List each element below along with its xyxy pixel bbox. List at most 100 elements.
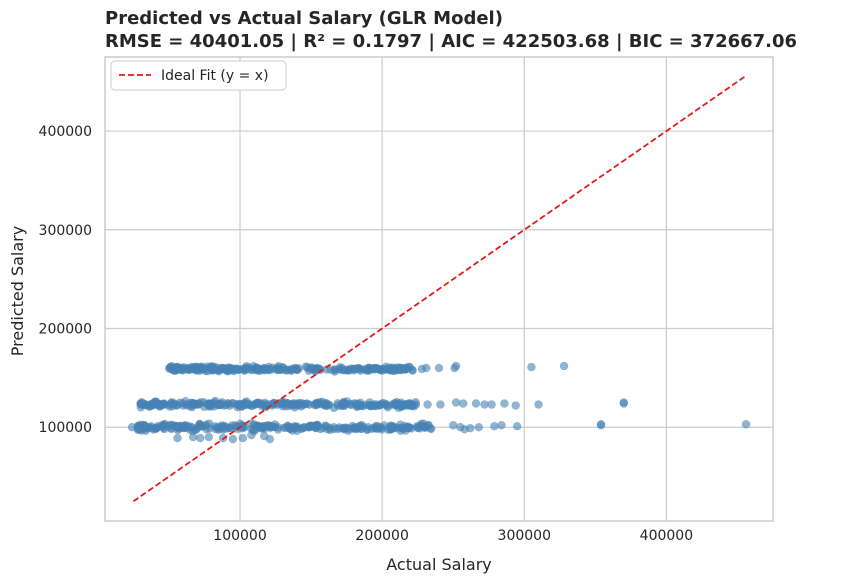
- data-point: [292, 365, 302, 375]
- data-point: [176, 363, 185, 373]
- data-point: [181, 396, 190, 406]
- data-point: [421, 363, 431, 373]
- data-point: [213, 424, 223, 433]
- data-point: [458, 399, 468, 408]
- data-point: [490, 421, 499, 431]
- data-point: [228, 364, 237, 374]
- data-point: [306, 421, 316, 431]
- data-point: [152, 397, 161, 406]
- data-point: [417, 421, 427, 431]
- data-point: [340, 425, 349, 434]
- data-point: [127, 422, 137, 432]
- data-point: [434, 363, 444, 373]
- data-point: [277, 398, 287, 407]
- data-point: [500, 399, 509, 408]
- data-point: [339, 366, 349, 375]
- data-point: [175, 424, 184, 433]
- data-point: [326, 425, 335, 435]
- plot-frame: [104, 56, 774, 522]
- data-point: [330, 365, 340, 375]
- data-point: [231, 421, 240, 430]
- data-point: [287, 400, 297, 409]
- data-point: [390, 424, 399, 433]
- data-point: [379, 421, 389, 430]
- data-point: [367, 424, 376, 434]
- data-point: [497, 420, 506, 430]
- data-point: [398, 424, 408, 434]
- data-point: [381, 400, 390, 410]
- data-point: [741, 420, 751, 429]
- y-axis-label: Predicted Salary: [8, 226, 27, 356]
- data-point: [235, 399, 244, 409]
- data-point: [311, 366, 320, 376]
- data-point: [316, 424, 325, 434]
- data-point: [158, 422, 167, 431]
- data-point: [451, 361, 461, 371]
- x-tick-label: 100000: [213, 528, 266, 544]
- y-tick-label: 300000: [39, 223, 92, 239]
- data-point: [249, 426, 259, 436]
- data-point: [275, 365, 285, 374]
- data-point: [195, 433, 205, 443]
- data-point: [619, 399, 629, 408]
- data-point: [303, 399, 312, 408]
- data-point: [559, 361, 569, 371]
- data-point: [596, 420, 606, 430]
- data-point: [173, 433, 182, 443]
- chart-title-line1: Predicted vs Actual Salary (GLR Model): [105, 8, 503, 29]
- data-point: [511, 401, 520, 410]
- chart-title-line2: RMSE = 40401.05 | R² = 0.1797 | AIC = 42…: [105, 31, 797, 52]
- data-point: [333, 401, 343, 410]
- legend: Ideal Fit (y = x): [110, 60, 287, 91]
- data-point: [252, 363, 261, 373]
- data-point: [527, 362, 536, 372]
- data-point: [298, 423, 308, 432]
- data-point: [466, 423, 475, 433]
- data-point: [205, 399, 214, 408]
- data-point: [365, 401, 375, 411]
- data-point: [188, 432, 198, 442]
- data-points: [127, 361, 751, 444]
- legend-box: [110, 60, 287, 91]
- data-point: [241, 364, 250, 374]
- data-point: [480, 400, 489, 409]
- y-tick-label: 400000: [39, 124, 92, 140]
- data-point: [205, 424, 214, 433]
- data-point: [220, 365, 229, 374]
- y-tick-label: 200000: [39, 321, 92, 337]
- tick-labels: 100000 200000 300000 400000 100000 200000 3000…: [39, 124, 694, 544]
- x-tick-label: 200000: [355, 528, 408, 544]
- data-point: [144, 402, 154, 411]
- data-point: [195, 421, 204, 430]
- data-point: [341, 399, 351, 409]
- data-point: [448, 420, 458, 430]
- legend-label-ideal-fit: Ideal Fit (y = x): [161, 68, 269, 84]
- x-tick-label: 400000: [640, 528, 693, 544]
- data-point: [487, 400, 496, 409]
- data-point: [191, 363, 201, 373]
- x-tick-label: 300000: [498, 528, 551, 544]
- data-point: [436, 400, 445, 409]
- data-point: [423, 400, 432, 409]
- data-point: [534, 400, 543, 409]
- data-point: [405, 362, 414, 372]
- data-point: [265, 434, 275, 444]
- data-point: [352, 424, 361, 433]
- data-point: [426, 423, 435, 433]
- data-point: [353, 401, 362, 411]
- ideal-fit-layer: [132, 75, 747, 502]
- data-point: [312, 398, 322, 408]
- data-point: [261, 365, 271, 375]
- data-point: [216, 399, 225, 409]
- data-point: [291, 423, 301, 432]
- data-point: [198, 364, 208, 374]
- data-point: [385, 365, 395, 374]
- data-point: [136, 399, 146, 409]
- data-point: [266, 423, 275, 432]
- data-point: [134, 425, 144, 434]
- data-point: [273, 425, 283, 434]
- data-point: [471, 399, 481, 408]
- data-point: [474, 422, 484, 432]
- data-point: [355, 364, 365, 374]
